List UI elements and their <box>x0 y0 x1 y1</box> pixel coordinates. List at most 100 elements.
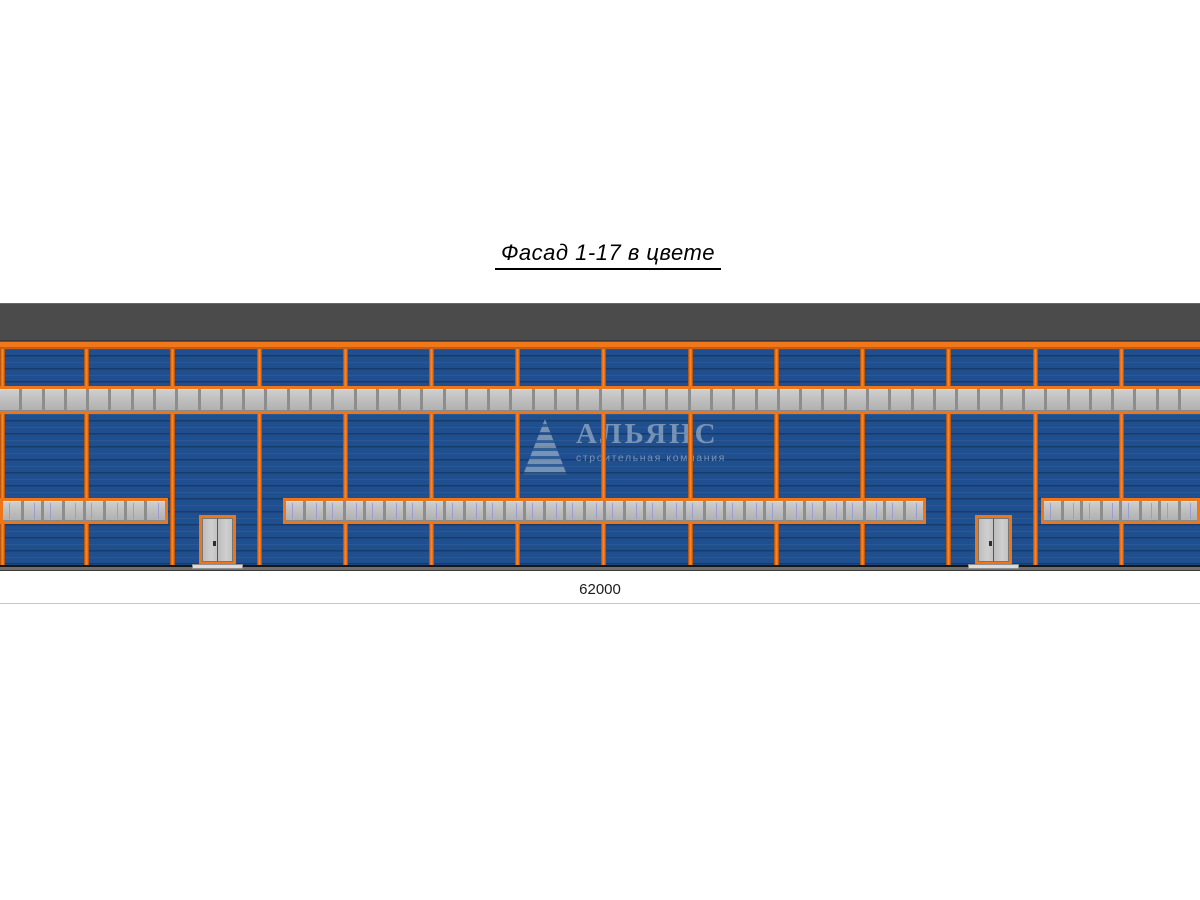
window-pane <box>999 389 1022 411</box>
window-pane <box>308 389 332 411</box>
entrance-door <box>975 515 1012 565</box>
lower-window-band-segment <box>283 498 926 524</box>
window-pane <box>903 501 923 521</box>
window-pane <box>763 501 783 521</box>
window-pane <box>563 501 583 521</box>
wall-mullion <box>0 349 5 565</box>
wall-mullion <box>343 349 348 565</box>
wall-mullion <box>946 349 951 565</box>
window-pane <box>463 501 483 521</box>
window-pane <box>1177 389 1200 411</box>
window-pane <box>620 389 644 411</box>
facade-elevation: АЛЬЯНС строительная компания <box>0 303 1200 571</box>
window-pane <box>264 389 287 411</box>
window-pane <box>219 389 243 411</box>
window-pane <box>323 501 343 521</box>
wall-mullion <box>1119 349 1124 565</box>
window-pane <box>483 501 503 521</box>
door-leaf-left <box>202 518 218 562</box>
door-leaf-right <box>994 518 1009 562</box>
door-handle <box>989 540 992 546</box>
window-pane <box>487 389 510 411</box>
door-threshold <box>192 564 243 569</box>
window-pane <box>683 501 703 521</box>
window-pane <box>108 389 131 411</box>
window-pane <box>803 501 823 521</box>
window-pane <box>687 389 710 411</box>
window-pane <box>443 501 463 521</box>
window-pane <box>86 389 109 411</box>
window-pane <box>398 389 421 411</box>
window-pane <box>1080 501 1100 521</box>
window-pane <box>703 501 723 521</box>
wall-mullion <box>257 349 262 565</box>
door-handle <box>213 540 216 546</box>
window-pane <box>723 501 743 521</box>
door-leaf-left <box>978 518 994 562</box>
window-pane <box>888 389 911 411</box>
window-pane <box>583 501 603 521</box>
wall-mullion <box>688 349 693 565</box>
window-pane <box>1044 389 1067 411</box>
wall-mullion <box>170 349 175 565</box>
window-pane <box>643 501 663 521</box>
window-pane <box>543 501 563 521</box>
window-pane <box>883 501 903 521</box>
window-pane <box>823 501 843 521</box>
dimension-line <box>0 603 1200 604</box>
window-pane <box>863 501 883 521</box>
window-pane <box>343 501 363 521</box>
wall-mullion <box>860 349 865 565</box>
window-pane <box>1060 501 1080 521</box>
window-pane <box>82 501 104 521</box>
window-pane <box>152 389 176 411</box>
window-pane <box>576 389 599 411</box>
window-pane <box>420 389 443 411</box>
drawing-title: Фасад 1-17 в цвете <box>494 240 722 270</box>
window-pane <box>503 501 523 521</box>
roof-band <box>0 303 1200 341</box>
window-pane <box>910 389 933 411</box>
window-pane <box>3 501 21 521</box>
window-pane <box>20 501 42 521</box>
window-pane <box>383 501 403 521</box>
window-pane <box>554 389 577 411</box>
window-pane <box>531 389 555 411</box>
window-pane <box>1099 501 1119 521</box>
window-pane <box>843 389 866 411</box>
lower-window-band-segment <box>1041 498 1200 524</box>
window-pane <box>1119 501 1139 521</box>
window-pane <box>130 389 153 411</box>
window-pane <box>63 389 87 411</box>
window-pane <box>1088 389 1112 411</box>
window-pane <box>665 389 688 411</box>
window-pane <box>603 501 623 521</box>
window-pane <box>643 389 666 411</box>
window-pane <box>363 501 383 521</box>
window-pane <box>776 389 800 411</box>
window-pane <box>353 389 376 411</box>
window-pane <box>843 501 863 521</box>
window-pane <box>61 501 83 521</box>
window-pane <box>375 389 399 411</box>
window-pane <box>977 389 1000 411</box>
window-pane <box>955 389 978 411</box>
window-pane <box>783 501 803 521</box>
window-pane <box>144 501 165 521</box>
window-pane <box>932 389 956 411</box>
window-pane <box>41 389 64 411</box>
window-pane <box>1133 389 1156 411</box>
window-pane <box>663 501 683 521</box>
wall-cladding <box>0 349 1200 565</box>
upper-window-band-segment <box>0 386 1200 414</box>
window-pane <box>799 389 822 411</box>
window-pane <box>865 389 889 411</box>
window-pane <box>464 389 488 411</box>
ground-line <box>0 565 1200 571</box>
window-pane <box>623 501 643 521</box>
entrance-door <box>199 515 236 565</box>
window-pane <box>1044 501 1061 521</box>
window-pane <box>821 389 844 411</box>
door-threshold <box>968 564 1019 569</box>
window-pane <box>523 501 543 521</box>
